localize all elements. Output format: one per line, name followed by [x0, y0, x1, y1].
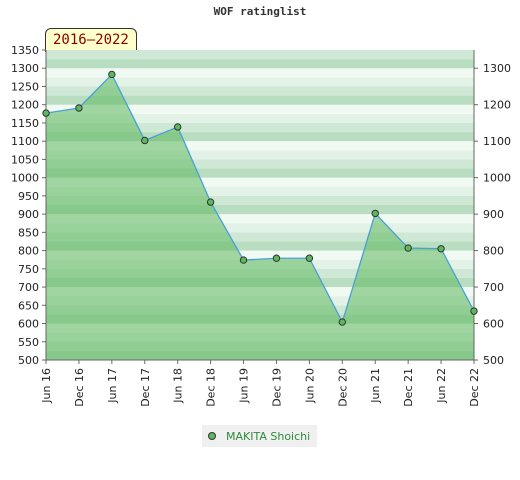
x-tick-label: Dec 21 [402, 368, 415, 407]
background-band [46, 250, 474, 260]
data-point [206, 198, 215, 206]
y-left-tick-label: 600 [18, 318, 39, 331]
x-tick-label: Jun 20 [303, 368, 316, 404]
legend-marker [208, 432, 216, 440]
background-band [46, 168, 474, 178]
y-right-tick-label: 700 [483, 281, 504, 294]
x-tick-label: Jun 19 [238, 368, 251, 404]
data-point [338, 318, 347, 326]
background-band [46, 205, 474, 215]
data-point [371, 209, 379, 218]
background-band [46, 113, 474, 123]
background-band [46, 186, 474, 196]
legend-label: MAKITA Shoichi [226, 429, 311, 443]
background-band [46, 122, 474, 133]
x-tick-label: Jun 16 [40, 368, 53, 404]
y-left-tick-label: 900 [18, 208, 39, 221]
data-point [239, 256, 248, 264]
y-right-tick-label: 1100 [483, 135, 511, 148]
x-tick-label: Dec 18 [205, 368, 218, 407]
y-left-tick-label: 500 [18, 354, 39, 367]
y-left-tick-label: 550 [18, 336, 39, 349]
y-right-tick-label: 800 [483, 245, 504, 258]
x-tick-label: Jun 22 [435, 368, 448, 404]
background-band [46, 50, 474, 60]
x-tick-label: Dec 17 [139, 368, 152, 407]
background-band [46, 150, 474, 160]
data-point [173, 123, 182, 131]
x-tick-label: Dec 16 [73, 368, 86, 407]
y-left-tick-label: 1300 [11, 62, 39, 75]
x-tick-label: Jun 21 [369, 368, 382, 404]
y-left-tick-label: 1050 [11, 153, 39, 166]
data-point [272, 254, 281, 262]
legend: MAKITA Shoichi [202, 425, 318, 447]
background-band [46, 232, 474, 242]
background-band [46, 223, 474, 233]
y-left-tick-label: 1100 [11, 135, 39, 148]
y-left-tick-label: 800 [18, 245, 39, 258]
background-band [46, 132, 474, 142]
data-point [404, 244, 412, 252]
y-left-tick-label: 1000 [11, 172, 39, 185]
y-right-tick-label: 600 [483, 318, 504, 331]
y-right-tick-label: 500 [483, 354, 504, 367]
chart-title: WOF ratinglist [213, 5, 307, 18]
series-area [46, 74, 474, 360]
y-left-tick-label: 850 [18, 226, 39, 239]
background-band [46, 241, 474, 251]
background-band [46, 141, 474, 151]
x-tick-label: Jun 17 [106, 368, 119, 404]
data-point [470, 307, 478, 315]
x-tick-label: Jun 18 [172, 368, 185, 404]
y-left-tick-label: 950 [18, 190, 39, 203]
data-point [108, 70, 116, 79]
data-point [305, 254, 314, 262]
background-band [46, 177, 474, 187]
series-line [45, 73, 475, 324]
x-tick-label: Dec 22 [468, 368, 481, 407]
data-point [141, 136, 149, 145]
y-left-tick-label: 1200 [11, 99, 39, 112]
background-band [46, 95, 474, 105]
background-band [46, 77, 474, 87]
data-point [42, 109, 50, 117]
data-point [75, 104, 83, 112]
background-band [46, 195, 474, 205]
background-band [46, 59, 474, 69]
y-left-tick-label: 700 [18, 281, 39, 294]
background-band [46, 86, 474, 96]
y-left-tick-label: 1150 [11, 117, 39, 130]
y-left-tick-label: 750 [18, 263, 39, 276]
y-right-tick-label: 1200 [483, 99, 511, 112]
y-right-tick-label: 1000 [483, 172, 511, 185]
y-left-tick-label: 1250 [11, 80, 39, 93]
y-left-tick-label: 650 [18, 299, 39, 312]
x-tick-label: Dec 20 [336, 368, 349, 407]
y-right-tick-label: 900 [483, 208, 504, 221]
background-band [46, 104, 474, 114]
background-band [46, 214, 474, 224]
y-left-tick-label: 1350 [11, 44, 39, 57]
data-point [437, 245, 445, 253]
x-tick-label: Dec 19 [270, 368, 283, 407]
background-band [46, 68, 474, 78]
y-right-tick-label: 1300 [483, 62, 511, 75]
background-band [46, 159, 474, 169]
